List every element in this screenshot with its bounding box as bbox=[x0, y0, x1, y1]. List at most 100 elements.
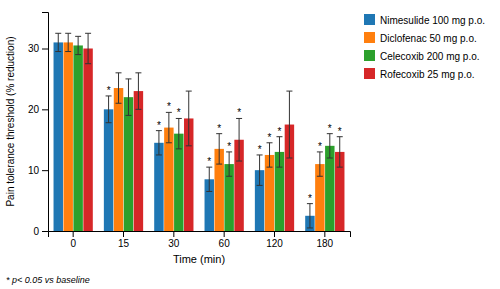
chart: 01530601201800102030***************Time … bbox=[0, 0, 500, 289]
sig-labels: *************** bbox=[107, 85, 342, 204]
y-tick-mark bbox=[42, 49, 48, 50]
error-bar bbox=[327, 134, 333, 158]
y-tick-mark bbox=[42, 170, 48, 171]
legend-item: Celecoxib 200 mg p.o. bbox=[364, 50, 480, 62]
legend-swatch bbox=[364, 68, 375, 79]
sig-label: * bbox=[207, 156, 211, 167]
sig-label: * bbox=[258, 144, 262, 155]
x-tick-label: 60 bbox=[219, 238, 231, 249]
x-tick-label: 180 bbox=[316, 238, 333, 249]
x-tick-mark bbox=[173, 231, 174, 237]
bar bbox=[114, 88, 123, 231]
sig-label: * bbox=[177, 107, 181, 118]
sig-label: * bbox=[107, 85, 111, 96]
bar bbox=[154, 143, 163, 231]
bar bbox=[54, 42, 63, 231]
y-tick-label: 20 bbox=[28, 104, 40, 115]
bar bbox=[104, 109, 113, 231]
x-tick: 30 bbox=[168, 231, 180, 249]
series bbox=[63, 33, 324, 231]
bar bbox=[83, 49, 92, 232]
legend-label: Diclofenac 50 mg p.o. bbox=[380, 33, 477, 44]
x-tick-mark bbox=[274, 231, 275, 237]
sig-label: * bbox=[318, 141, 322, 152]
bar bbox=[73, 45, 82, 231]
legend-swatch bbox=[364, 50, 375, 61]
legend-label: Nimesulide 100 mg p.o. bbox=[380, 15, 485, 26]
error-bar bbox=[307, 204, 313, 228]
series bbox=[54, 33, 315, 231]
y-tick: 30 bbox=[28, 43, 48, 54]
footnote: * p< 0.05 vs baseline bbox=[6, 275, 90, 285]
sig-label: * bbox=[217, 123, 221, 134]
sig-label: * bbox=[167, 101, 171, 112]
plot-area: 01530601201800102030***************Time … bbox=[5, 13, 351, 266]
legend-item: Nimesulide 100 mg p.o. bbox=[364, 14, 485, 26]
error-bar bbox=[156, 131, 162, 155]
legend-label: Celecoxib 200 mg p.o. bbox=[380, 51, 480, 62]
error-bar bbox=[206, 167, 212, 191]
x-axis-title: Time (min) bbox=[173, 253, 225, 265]
legend-item: Diclofenac 50 mg p.o. bbox=[364, 32, 477, 44]
sig-label: * bbox=[338, 126, 342, 137]
y-tick-label: 10 bbox=[28, 165, 40, 176]
error-bar bbox=[337, 137, 343, 167]
series bbox=[73, 36, 334, 231]
x-tick: 120 bbox=[266, 231, 283, 249]
axis-line bbox=[49, 232, 351, 238]
bar bbox=[63, 42, 72, 231]
error-bar bbox=[186, 91, 192, 146]
error-bar bbox=[176, 118, 182, 148]
error-bar bbox=[267, 143, 273, 167]
axis-line bbox=[42, 13, 49, 232]
y-tick: 10 bbox=[28, 165, 48, 176]
error-bar bbox=[236, 118, 242, 161]
y-tick: 20 bbox=[28, 104, 48, 115]
error-bar bbox=[55, 33, 61, 51]
error-bar bbox=[216, 134, 222, 164]
x-tick: 180 bbox=[316, 231, 333, 249]
y-tick-mark bbox=[42, 231, 48, 232]
marks bbox=[54, 33, 345, 231]
y-tick-mark bbox=[42, 109, 48, 110]
x-tick-mark bbox=[224, 231, 225, 237]
legend-swatch bbox=[364, 14, 375, 25]
series bbox=[83, 33, 344, 231]
x-tick-mark bbox=[123, 231, 124, 237]
legend-swatch bbox=[364, 32, 375, 43]
error-bar bbox=[116, 73, 122, 103]
error-bar bbox=[106, 96, 112, 123]
error-bar bbox=[226, 152, 232, 176]
legend: Nimesulide 100 mg p.o. Diclofenac 50 mg p… bbox=[364, 14, 485, 80]
sig-label: * bbox=[268, 132, 272, 143]
x-tick-mark bbox=[324, 231, 325, 237]
error-bar bbox=[317, 152, 323, 176]
y-tick-label: 0 bbox=[33, 226, 39, 237]
y-axis-title: Pain tolerance threshold (% reduction) bbox=[5, 36, 16, 206]
error-bar bbox=[257, 155, 263, 185]
bar bbox=[325, 146, 334, 231]
sig-label: * bbox=[278, 126, 282, 137]
y-tick: 0 bbox=[33, 226, 48, 237]
x-tick: 60 bbox=[219, 231, 231, 249]
x-tick-label: 30 bbox=[168, 238, 180, 249]
error-bar bbox=[286, 91, 292, 158]
bar bbox=[134, 91, 143, 231]
error-bar bbox=[65, 33, 71, 51]
sig-label: * bbox=[237, 107, 241, 118]
y-tick-label: 30 bbox=[28, 43, 40, 54]
x-tick-label: 120 bbox=[266, 238, 283, 249]
error-bar bbox=[125, 79, 131, 116]
error-bar bbox=[85, 33, 91, 63]
sig-label: * bbox=[328, 123, 332, 134]
x-tick-mark bbox=[73, 231, 74, 237]
y-axis: 0 10 20 30 bbox=[28, 13, 49, 237]
legend-item: Rofecoxib 25 mg p.o. bbox=[364, 68, 475, 80]
error-bar bbox=[276, 137, 282, 167]
x-axis: 0153060120180 bbox=[49, 231, 351, 249]
legend-label: Rofecoxib 25 mg p.o. bbox=[380, 69, 475, 80]
sig-label: * bbox=[157, 120, 161, 131]
error-bar bbox=[135, 73, 141, 110]
x-tick: 15 bbox=[118, 231, 130, 249]
x-tick-label: 15 bbox=[118, 238, 130, 249]
